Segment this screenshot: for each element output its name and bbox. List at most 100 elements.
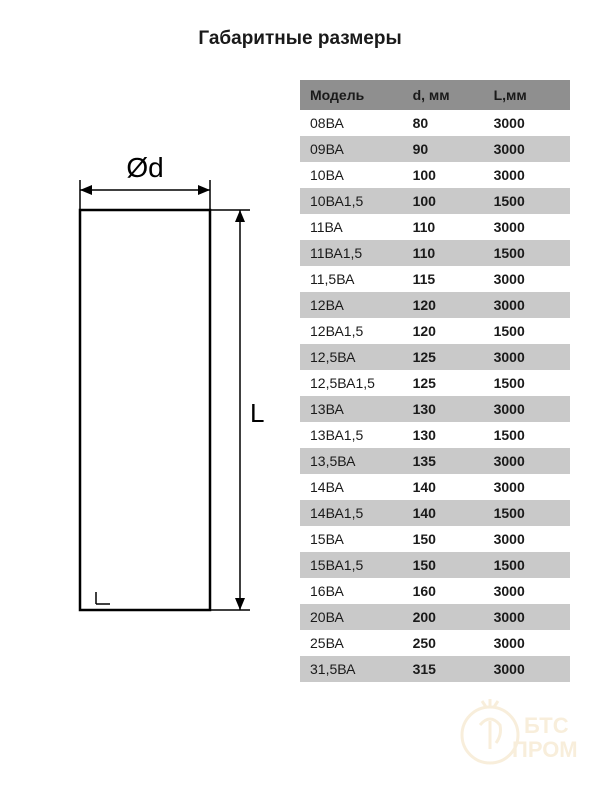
- table-row: 10ВА1003000: [300, 162, 570, 188]
- cell-model: 13ВА1,5: [300, 422, 403, 448]
- table-row: 12,5ВА1253000: [300, 344, 570, 370]
- table-row: 13ВА1303000: [300, 396, 570, 422]
- cell-L: 3000: [484, 578, 570, 604]
- cell-model: 12ВА: [300, 292, 403, 318]
- table-row: 13ВА1,51301500: [300, 422, 570, 448]
- L-arrow-bottom: [235, 598, 245, 610]
- cell-L: 3000: [484, 214, 570, 240]
- cell-L: 3000: [484, 136, 570, 162]
- cell-L: 3000: [484, 474, 570, 500]
- cell-d: 125: [403, 344, 484, 370]
- cell-d: 315: [403, 656, 484, 682]
- cell-d: 90: [403, 136, 484, 162]
- table-row: 31,5ВА3153000: [300, 656, 570, 682]
- cell-L: 1500: [484, 370, 570, 396]
- cell-model: 11,5ВА: [300, 266, 403, 292]
- table-row: 12ВА1,51201500: [300, 318, 570, 344]
- table-row: 09ВА903000: [300, 136, 570, 162]
- cell-d: 160: [403, 578, 484, 604]
- cell-L: 1500: [484, 500, 570, 526]
- cell-d: 80: [403, 110, 484, 136]
- watermark-text1: БТС: [524, 713, 569, 738]
- cell-model: 10ВА1,5: [300, 188, 403, 214]
- cell-model: 31,5ВА: [300, 656, 403, 682]
- table-header-row: Модель d, мм L,мм: [300, 80, 570, 110]
- cell-model: 14ВА: [300, 474, 403, 500]
- cell-d: 120: [403, 318, 484, 344]
- table-row: 08ВА803000: [300, 110, 570, 136]
- col-header-L: L,мм: [484, 80, 570, 110]
- cell-model: 15ВА: [300, 526, 403, 552]
- table-row: 12,5ВА1,51251500: [300, 370, 570, 396]
- table-row: 12ВА1203000: [300, 292, 570, 318]
- cell-model: 11ВА1,5: [300, 240, 403, 266]
- table-body: 08ВА80300009ВА90300010ВА100300010ВА1,510…: [300, 110, 570, 682]
- cell-L: 1500: [484, 188, 570, 214]
- cell-L: 3000: [484, 344, 570, 370]
- cell-L: 3000: [484, 396, 570, 422]
- diagram-svg: [50, 160, 280, 640]
- cell-model: 15ВА1,5: [300, 552, 403, 578]
- cell-model: 13,5ВА: [300, 448, 403, 474]
- cell-model: 20ВА: [300, 604, 403, 630]
- col-header-d: d, мм: [403, 80, 484, 110]
- cell-model: 09ВА: [300, 136, 403, 162]
- d-arrow-left: [80, 185, 92, 195]
- watermark-logo: БТС ПРОМ: [432, 695, 582, 785]
- table-row: 10ВА1,51001500: [300, 188, 570, 214]
- cell-L: 1500: [484, 240, 570, 266]
- cell-L: 3000: [484, 604, 570, 630]
- cell-L: 3000: [484, 448, 570, 474]
- cell-model: 25ВА: [300, 630, 403, 656]
- dimension-diagram: [50, 160, 280, 640]
- cell-model: 11ВА: [300, 214, 403, 240]
- L-arrow-top: [235, 210, 245, 222]
- cell-d: 115: [403, 266, 484, 292]
- cell-d: 130: [403, 396, 484, 422]
- cell-model: 12ВА1,5: [300, 318, 403, 344]
- cell-L: 1500: [484, 318, 570, 344]
- cell-L: 1500: [484, 422, 570, 448]
- col-header-model: Модель: [300, 80, 403, 110]
- cell-d: 110: [403, 240, 484, 266]
- cell-d: 150: [403, 552, 484, 578]
- table-row: 14ВА1403000: [300, 474, 570, 500]
- cell-model: 10ВА: [300, 162, 403, 188]
- cell-d: 150: [403, 526, 484, 552]
- cell-d: 250: [403, 630, 484, 656]
- cell-d: 140: [403, 500, 484, 526]
- cell-L: 3000: [484, 266, 570, 292]
- cell-model: 12,5ВА1,5: [300, 370, 403, 396]
- cell-L: 3000: [484, 630, 570, 656]
- table-row: 15ВА1,51501500: [300, 552, 570, 578]
- table-row: 25ВА2503000: [300, 630, 570, 656]
- page-title: Габаритные размеры: [0, 28, 600, 50]
- cell-L: 3000: [484, 526, 570, 552]
- cell-d: 120: [403, 292, 484, 318]
- cell-model: 12,5ВА: [300, 344, 403, 370]
- watermark-text2: ПРОМ: [512, 737, 578, 762]
- table-row: 11ВА1103000: [300, 214, 570, 240]
- cell-model: 13ВА: [300, 396, 403, 422]
- cell-L: 3000: [484, 656, 570, 682]
- cell-model: 08ВА: [300, 110, 403, 136]
- d-arrow-right: [198, 185, 210, 195]
- cell-d: 100: [403, 162, 484, 188]
- cell-d: 110: [403, 214, 484, 240]
- cell-model: 14ВА1,5: [300, 500, 403, 526]
- cell-d: 130: [403, 422, 484, 448]
- cell-model: 16ВА: [300, 578, 403, 604]
- cell-d: 140: [403, 474, 484, 500]
- cell-d: 200: [403, 604, 484, 630]
- table-row: 20ВА2003000: [300, 604, 570, 630]
- cell-L: 3000: [484, 292, 570, 318]
- diagram-rect: [80, 210, 210, 610]
- table-row: 14ВА1,51401500: [300, 500, 570, 526]
- dimensions-table: Модель d, мм L,мм 08ВА80300009ВА90300010…: [300, 80, 570, 682]
- table-row: 13,5ВА1353000: [300, 448, 570, 474]
- cell-L: 3000: [484, 110, 570, 136]
- table-row: 11ВА1,51101500: [300, 240, 570, 266]
- cell-d: 135: [403, 448, 484, 474]
- cell-d: 125: [403, 370, 484, 396]
- table-row: 11,5ВА1153000: [300, 266, 570, 292]
